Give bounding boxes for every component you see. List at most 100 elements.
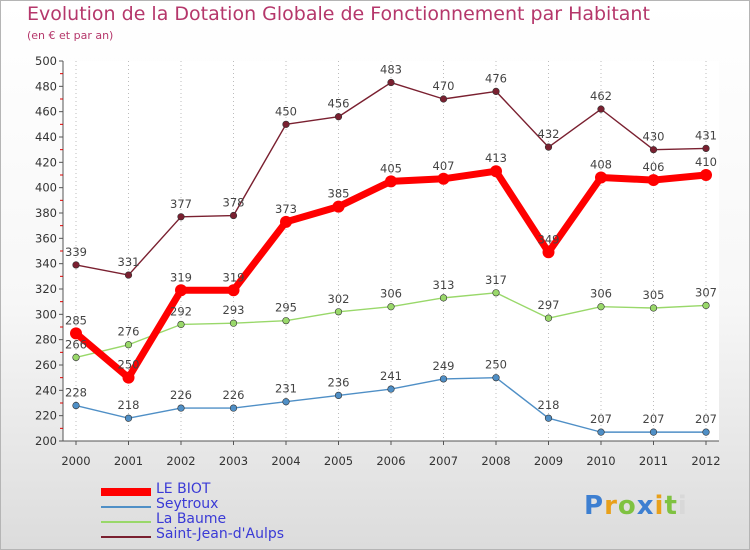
data-point-la-baume [439,294,448,302]
data-label-saint-jean-d-aulps: 470 [433,79,455,93]
data-point-saint-jean-d-aulps [649,146,658,154]
x-tick-label: 2011 [639,454,668,468]
logo-letter: r [604,491,618,521]
data-point-la-baume [492,289,500,297]
data-point-le-biot [542,246,555,259]
data-label-le-biot: 349 [538,232,560,246]
data-point-seytroux [177,404,185,412]
legend-label: La Baume [156,511,227,527]
y-tick-label: 420 [35,155,57,169]
y-tick-label: 380 [35,206,57,220]
data-label-saint-jean-d-aulps: 377 [170,197,192,211]
data-point-le-biot [175,284,187,297]
data-label-la-baume: 313 [433,278,455,292]
data-label-seytroux: 207 [590,412,612,426]
data-point-seytroux [597,428,605,436]
data-point-la-baume [72,353,80,362]
data-point-seytroux [229,404,238,412]
logo-letter: t [664,491,678,521]
logo-letter: o [617,491,637,521]
data-point-le-biot [700,169,712,181]
data-point-seytroux [282,398,290,406]
data-point-saint-jean-d-aulps [544,143,553,151]
data-label-la-baume: 305 [643,288,665,302]
data-label-le-biot: 373 [275,202,297,216]
data-point-la-baume [177,320,185,329]
x-tick-label: 2009 [534,454,563,468]
x-tick-label: 2003 [219,454,248,468]
data-label-le-biot: 407 [433,159,455,173]
data-label-saint-jean-d-aulps: 431 [695,128,717,142]
data-point-saint-jean-d-aulps [702,144,710,152]
data-point-la-baume [229,319,238,327]
y-tick-label: 360 [35,231,57,245]
data-point-seytroux [124,414,133,422]
data-label-seytroux: 249 [433,359,455,373]
data-point-seytroux [387,385,395,393]
data-point-saint-jean-d-aulps [229,211,238,220]
legend-swatch [101,506,151,508]
data-label-la-baume: 266 [65,337,87,351]
y-tick-label: 440 [35,130,57,144]
data-point-le-biot [280,215,292,228]
data-label-la-baume: 295 [275,301,297,315]
data-label-seytroux: 218 [538,398,560,412]
data-point-la-baume [282,317,290,325]
data-label-la-baume: 302 [328,292,350,306]
data-label-le-biot: 405 [380,161,402,175]
data-point-la-baume [387,303,395,311]
data-label-seytroux: 207 [695,412,717,426]
y-tick-label: 480 [35,79,57,93]
data-point-saint-jean-d-aulps [124,271,133,279]
data-point-saint-jean-d-aulps [597,105,605,113]
data-label-saint-jean-d-aulps: 331 [118,255,140,269]
data-point-saint-jean-d-aulps [177,213,185,221]
data-point-le-biot [227,284,240,297]
data-label-la-baume: 307 [695,285,717,299]
data-point-saint-jean-d-aulps [439,95,448,103]
data-point-la-baume [649,304,658,312]
data-point-seytroux [649,428,658,436]
data-label-le-biot: 408 [590,158,612,172]
logo-letter: P [584,491,605,521]
y-tick-label: 260 [35,358,57,372]
chart-subtitle: (en € et par an) [27,29,114,42]
data-label-la-baume: 292 [170,304,192,318]
x-tick-label: 2002 [166,454,195,468]
logo-letter: x [636,491,655,521]
y-tick-label: 280 [35,333,57,347]
data-label-seytroux: 228 [65,386,87,400]
data-point-saint-jean-d-aulps [72,261,80,269]
y-tick-label: 240 [35,383,57,397]
x-tick-label: 2008 [481,454,510,468]
data-label-le-biot: 319 [170,270,192,284]
logo-letter: i [677,491,688,521]
data-label-le-biot: 250 [118,358,140,372]
data-label-seytroux: 207 [643,412,665,426]
data-point-la-baume [124,341,133,349]
data-point-seytroux [334,391,343,400]
data-point-la-baume [702,301,710,310]
y-tick-label: 460 [35,105,57,119]
data-point-saint-jean-d-aulps [282,120,290,128]
data-label-saint-jean-d-aulps: 476 [485,71,507,85]
x-tick-label: 2012 [691,454,720,468]
data-label-le-biot: 406 [643,160,665,174]
data-label-la-baume: 297 [538,298,560,312]
data-label-la-baume: 306 [380,287,402,301]
data-label-saint-jean-d-aulps: 450 [275,104,297,118]
data-label-saint-jean-d-aulps: 462 [590,89,612,103]
legend-label: LE BIOT [156,481,211,497]
data-point-seytroux [439,375,448,383]
y-tick-label: 300 [35,307,57,321]
y-tick-label: 220 [35,409,57,423]
data-point-le-biot [437,172,450,185]
data-point-saint-jean-d-aulps [334,113,343,121]
y-tick-label: 320 [35,282,57,296]
data-point-le-biot [385,175,397,188]
data-label-le-biot: 410 [695,155,717,169]
data-label-seytroux: 250 [485,358,507,372]
data-point-le-biot [332,200,345,213]
legend-label: Seytroux [156,496,219,512]
